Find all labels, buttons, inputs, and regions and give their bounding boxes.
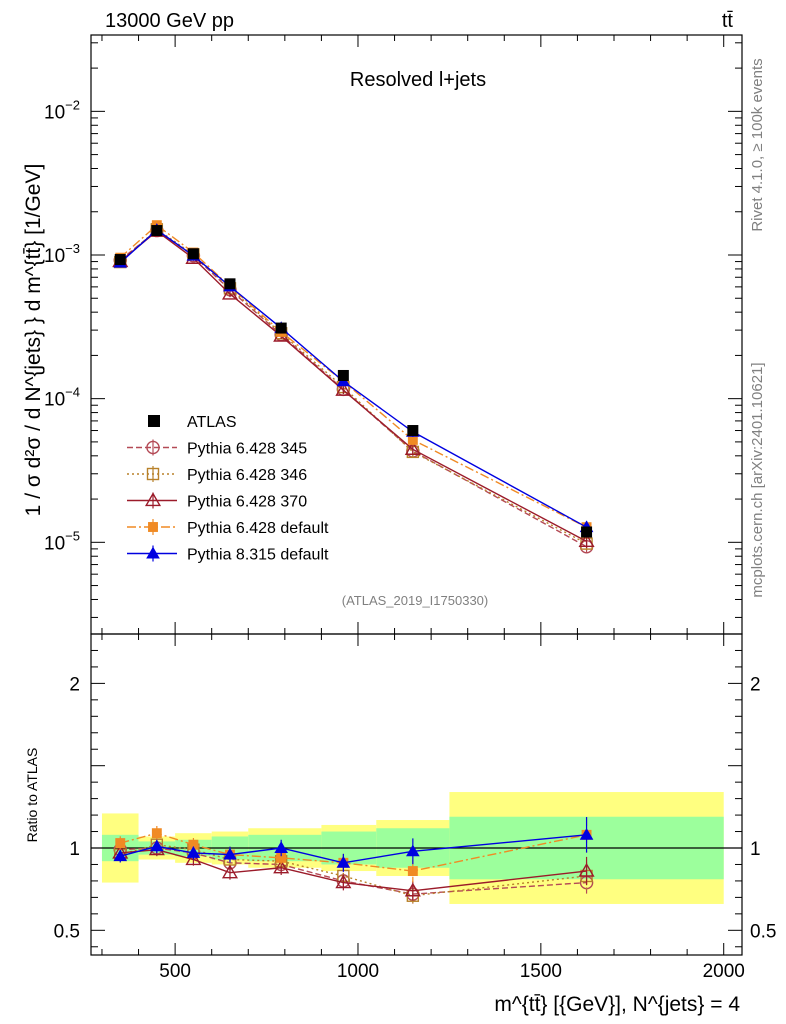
process-label: tt̄ (722, 10, 734, 32)
series-3-point (578, 533, 595, 548)
atlas-point (581, 526, 593, 538)
y-axis-title-text: 1 / σ d²σ / d N^{jets} } d m^{tt̄} [1/Ge… (22, 164, 45, 517)
plot-title: Resolved l+jets (350, 69, 486, 91)
y-tick-label: 10−4 (44, 385, 80, 411)
x-tick-label: 1500 (520, 961, 562, 982)
series-5-ratio-point (274, 841, 288, 853)
legend-marker-atlas (148, 415, 160, 427)
atlas-point (114, 254, 126, 266)
legend-label: Pythia 6.428 370 (187, 494, 307, 511)
ratio-tick-label-right: 2 (750, 674, 761, 695)
series-4-ratio-point (407, 866, 418, 876)
series-1-ratio-line (120, 847, 587, 895)
series-5-ratio-point (223, 847, 237, 860)
main-axis-ticks: 10−210−310−410−5 (44, 35, 742, 955)
atlas-point (337, 369, 349, 381)
y-axis-title: 1 / σ d²σ / d N^{jets} } d m^{tt̄} [1/Ge… (22, 164, 45, 517)
main-plot-frame (90, 34, 743, 635)
x-axis-title-text: m^{tt̄} [{GeV}], N^{jets} = 4 (494, 993, 740, 1016)
x-tick-label: 500 (159, 961, 191, 982)
series-4-ratio-point (188, 839, 199, 850)
x-axis-title: m^{tt̄} [{GeV}], N^{jets} = 4 (494, 993, 740, 1016)
series-3-ratio-point (335, 874, 352, 889)
series-4-ratio-line (120, 832, 587, 872)
analysis-tag: (ATLAS_2019_I1750330) (342, 593, 488, 608)
atlas-point (275, 322, 287, 334)
ratio-tick-label-left: 1 (69, 839, 80, 860)
y-tick-label: 10−3 (44, 241, 80, 267)
y-tick-exp: −5 (65, 528, 80, 543)
y-tick-exp: −2 (65, 97, 80, 112)
ratio-tick-label-left: 0.5 (54, 921, 80, 942)
ratio-tick-label-right: 0.5 (750, 921, 776, 942)
series-5-ratio-point (186, 846, 201, 858)
main-panel: 10−210−310−410−5 Resolved l+jets (ATLAS_… (44, 34, 743, 955)
series-4-ratio-point (151, 828, 162, 839)
series-4-line (119, 224, 587, 528)
series-3-ratio-point (221, 864, 239, 879)
series-4-ratio-point (115, 838, 126, 849)
rivet-version-label: Rivet 4.1.0, ≥ 100k events (749, 58, 766, 231)
legend-label: Pythia 6.428 default (187, 520, 329, 537)
ratio-series-group (112, 817, 595, 906)
atlas-point (407, 425, 419, 437)
series-5-ratio-point (336, 855, 351, 868)
series-3-ratio-point (404, 882, 421, 897)
series-3-point (335, 381, 352, 396)
ratio-axis-title: Ratio to ATLAS (24, 748, 40, 843)
y-tick-base: 10 (44, 533, 65, 554)
series-3-ratio-point (578, 862, 595, 877)
legend-label: Pythia 6.428 345 (187, 441, 307, 458)
series-5-ratio-point (150, 839, 164, 852)
series-5-ratio-point (113, 849, 128, 862)
ratio-tick-label-left: 2 (69, 674, 80, 695)
legend: ATLAS Pythia 6.428 345 Pythia 6.428 346 Pyt… (127, 414, 329, 564)
mcplots-source-label: mcplots.cern.ch [arXiv:2401.10621] (749, 362, 766, 597)
series-3-ratio-point (185, 851, 202, 866)
legend-marker (148, 522, 158, 532)
main-series-group (112, 220, 595, 554)
y-tick-base: 10 (44, 102, 65, 123)
legend-label: Pythia 8.315 default (187, 547, 329, 564)
beam-energy-label: 13000 GeV pp (105, 10, 234, 32)
legend-marker (146, 467, 160, 481)
atlas-point (151, 225, 163, 237)
atlas-point (187, 248, 199, 260)
ratio-axis-ticks: 0.5 0.5 1 1 2 2 500 1000 1500 2000 (54, 633, 776, 982)
y-tick-label: 10−5 (44, 528, 80, 554)
ratio-plot-frame (90, 633, 743, 956)
series-5-ratio-line (120, 834, 587, 864)
legend-marker (146, 440, 160, 455)
x-tick-label: 2000 (703, 961, 745, 982)
x-tick-label: 1000 (337, 961, 379, 982)
ratio-tick-label-right: 1 (750, 839, 761, 860)
y-tick-exp: −3 (65, 241, 80, 256)
y-tick-exp: −4 (65, 385, 80, 400)
y-tick-base: 10 (44, 246, 65, 267)
atlas-point (224, 278, 236, 290)
legend-marker (144, 492, 162, 507)
y-tick-base: 10 (44, 390, 65, 411)
series-3-point (221, 285, 239, 300)
ratio-panel: 0.5 0.5 1 1 2 2 500 1000 1500 2000 (54, 633, 776, 982)
y-tick-label: 10−2 (44, 97, 80, 123)
legend-label: ATLAS (187, 414, 237, 431)
series-3-ratio-point (273, 859, 290, 874)
series-5-ratio-point (579, 828, 594, 840)
series-4-point (407, 434, 418, 445)
series-3-point (404, 441, 421, 455)
legend-marker (146, 546, 160, 559)
series-5-ratio-point (406, 844, 420, 857)
legend-label: Pythia 6.428 346 (187, 467, 307, 484)
series-4-ratio-point (276, 852, 287, 863)
